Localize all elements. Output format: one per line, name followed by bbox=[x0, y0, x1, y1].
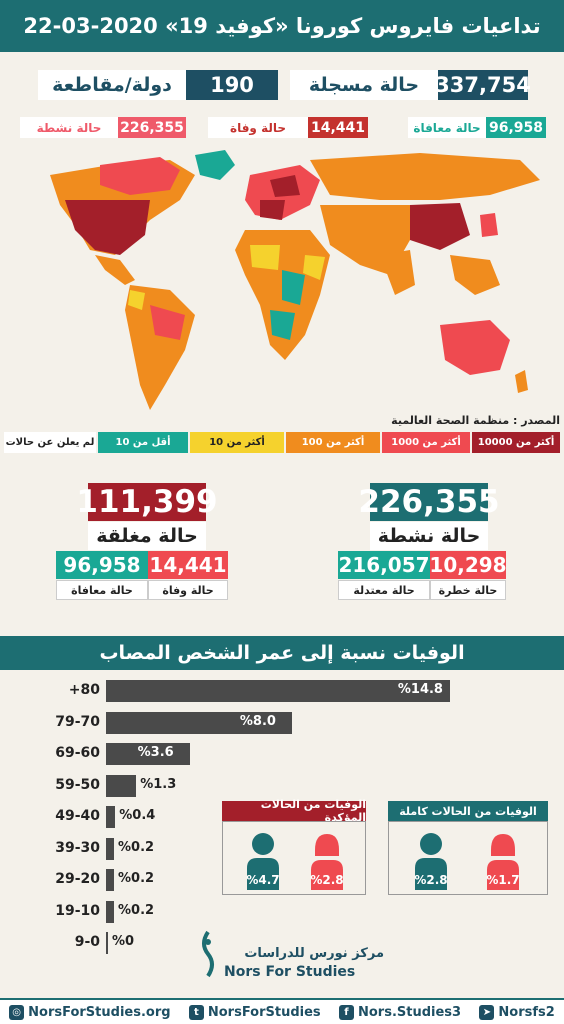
closed-recovered-label: حالة معافاة bbox=[56, 580, 148, 600]
male-head bbox=[252, 833, 274, 855]
legend-100: أكثر من 100 bbox=[286, 432, 380, 453]
legend-less-10: أقل من 10 bbox=[98, 432, 188, 453]
closed-deaths-value: 14,441 bbox=[148, 551, 228, 579]
deaths-value: 14,441 bbox=[308, 117, 368, 138]
age-value-label: %1.3 bbox=[140, 776, 177, 792]
age-category-label: +80 bbox=[68, 682, 100, 698]
female-icon: %2.8 bbox=[307, 830, 347, 890]
age-bar bbox=[106, 837, 114, 860]
age-value-label: %14.8 bbox=[397, 682, 443, 697]
male-icon: %4.7 bbox=[243, 830, 283, 890]
male-icon: %2.8 bbox=[411, 830, 451, 890]
total-cases-label: حالة مسجلة bbox=[290, 70, 438, 100]
age-category-label: 29-20 bbox=[55, 871, 100, 887]
twitter-icon: t bbox=[188, 1004, 204, 1020]
total-cases-value: 337,754 bbox=[435, 70, 531, 100]
age-category-label: 69-60 bbox=[55, 745, 100, 761]
deaths-label: حالة وفاة bbox=[208, 117, 308, 138]
footer-twitter[interactable]: t NorsForStudies bbox=[188, 1004, 321, 1020]
footer-website[interactable]: ◎ NorsForStudies.org bbox=[9, 1004, 171, 1020]
closed-recovered-value: 96,958 bbox=[56, 551, 148, 579]
age-bar bbox=[106, 869, 114, 891]
closed-deaths-label: حالة وفاة bbox=[148, 580, 228, 600]
footer: ◎ NorsForStudies.org t NorsForStudies f … bbox=[0, 998, 564, 1024]
age-bar bbox=[106, 680, 450, 702]
age-value-label: %0.2 bbox=[118, 839, 155, 855]
confirmed-male-pct: %4.7 bbox=[246, 873, 280, 887]
age-category-label: 79-70 bbox=[55, 713, 100, 730]
all-female-pct: %1.7 bbox=[486, 873, 520, 887]
confirmed-female-pct: %2.8 bbox=[310, 873, 344, 887]
countries-value: 190 bbox=[186, 70, 278, 100]
active-cases-value: 226,355 bbox=[358, 483, 500, 521]
age-value-label: %8.0 bbox=[239, 713, 276, 729]
critical-value: 10,298 bbox=[429, 551, 507, 579]
age-value-label: %3.6 bbox=[137, 745, 174, 760]
footer-facebook[interactable]: f Nors.Studies3 bbox=[338, 1004, 462, 1020]
age-category-label: 39-30 bbox=[55, 839, 100, 856]
footer-twitter-label: NorsForStudies bbox=[207, 1004, 321, 1020]
active-label: حالة نشطة bbox=[20, 117, 118, 138]
confirmed-panel-title: الوفيات من الحالات المؤكدة bbox=[222, 798, 366, 824]
footer-telegram-label: Norsfs2 bbox=[498, 1004, 555, 1020]
age-section-title: الوفيات نسبة إلى عمر الشخص المصاب bbox=[0, 636, 564, 670]
legend-10000: أكثر من 10000 bbox=[472, 432, 560, 453]
all-male-pct: %2.8 bbox=[414, 873, 448, 887]
age-value-label: %0.2 bbox=[118, 902, 155, 918]
age-value-label: %0.2 bbox=[118, 871, 155, 886]
age-bar bbox=[106, 774, 137, 797]
mild-value: 216,057 bbox=[338, 551, 430, 579]
brand-logo-icon bbox=[196, 930, 220, 980]
telegram-icon: ➤ bbox=[479, 1004, 495, 1020]
age-value-label: %0.4 bbox=[119, 808, 156, 823]
brand-name-en: Nors For Studies bbox=[224, 964, 356, 980]
age-bar bbox=[106, 711, 292, 734]
age-chart: +80 %14.8 79-70 %8.0 69-60 %3.6 59-50 %1.3 49-40… bbox=[0, 676, 564, 954]
facebook-icon: f bbox=[338, 1004, 354, 1020]
active-cases-label: حالة نشطة bbox=[370, 522, 488, 550]
closed-cases-value: 111,399 bbox=[76, 483, 218, 521]
brand-name-ar: مركز نورس للدراسات bbox=[244, 946, 384, 961]
globe-icon: ◎ bbox=[9, 1004, 25, 1020]
age-category-label: 9-0 bbox=[74, 934, 100, 950]
age-value-label: %0 bbox=[112, 934, 135, 949]
confirmed-panel: %4.7 %2.8 bbox=[222, 821, 366, 895]
world-map bbox=[50, 150, 540, 410]
age-bar bbox=[106, 806, 116, 828]
countries-label: دولة/مقاطعة bbox=[38, 70, 186, 100]
legend-10: أكثر من 10 bbox=[190, 432, 284, 453]
all-panel-title: الوفيات من الحالات كاملة bbox=[388, 801, 548, 821]
footer-website-label: NorsForStudies.org bbox=[28, 1004, 171, 1020]
age-bar bbox=[106, 743, 190, 765]
legend-none: لم يعلن عن حالات bbox=[4, 432, 96, 453]
recovered-value: 96,958 bbox=[486, 117, 546, 138]
mild-label: حالة معتدلة bbox=[338, 580, 430, 600]
age-category-label: 49-40 bbox=[55, 808, 100, 824]
active-value: 226,355 bbox=[118, 117, 186, 138]
closed-cases-label: حالة مغلقة bbox=[88, 522, 206, 550]
critical-label: حالة خطرة bbox=[430, 580, 506, 600]
map-source: المصدر : منظمة الصحة العالمية bbox=[391, 414, 560, 427]
china-region bbox=[410, 203, 470, 250]
all-panel: %2.8 %1.7 bbox=[388, 821, 548, 895]
usa-region bbox=[65, 200, 150, 255]
recovered-label: حالة معافاة bbox=[408, 117, 486, 138]
age-category-label: 19-10 bbox=[55, 902, 100, 919]
legend-1000: أكثر من 1000 bbox=[382, 432, 470, 453]
female-icon: %1.7 bbox=[483, 830, 523, 890]
footer-telegram[interactable]: ➤ Norsfs2 bbox=[479, 1004, 555, 1020]
page-title: تداعيات فايروس كورونا «كوفيد 19» 2020-03… bbox=[0, 0, 564, 52]
age-category-label: 59-50 bbox=[55, 776, 100, 793]
age-bar bbox=[106, 932, 108, 954]
footer-facebook-label: Nors.Studies3 bbox=[357, 1004, 462, 1020]
age-bar bbox=[106, 900, 114, 923]
